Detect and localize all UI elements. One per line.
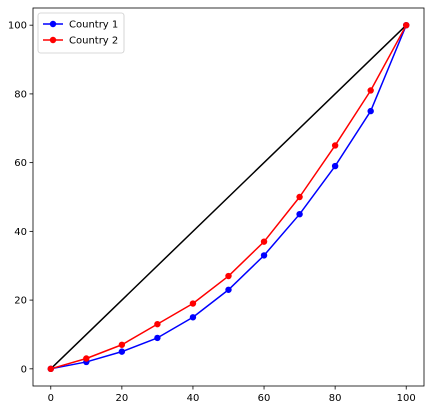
y-tick-label: 0 bbox=[21, 364, 27, 375]
data-point-country-1 bbox=[189, 314, 197, 321]
data-point-country-1 bbox=[260, 252, 268, 259]
x-tick-label: 60 bbox=[258, 393, 271, 404]
legend-box bbox=[37, 12, 125, 54]
data-point-country-1 bbox=[296, 210, 303, 218]
data-point-country-2 bbox=[367, 87, 374, 94]
axes: 0 20 40 60 80 100 0 20 40 60 80 100 bbox=[8, 7, 425, 404]
legend-label-country-1: Country 1 bbox=[69, 20, 118, 31]
data-point-country-2 bbox=[225, 272, 232, 280]
x-tick-label: 40 bbox=[187, 393, 200, 404]
data-point-country-2 bbox=[83, 355, 90, 362]
data-point-country-2 bbox=[118, 341, 126, 348]
data-point-country-2 bbox=[154, 320, 161, 328]
data-point-country-1 bbox=[331, 162, 339, 170]
y-tick-label: 20 bbox=[14, 296, 27, 307]
x-tick-label: 20 bbox=[115, 393, 128, 404]
data-point-country-2 bbox=[189, 300, 197, 307]
legend-swatch-marker-country-2 bbox=[49, 36, 57, 44]
x-tick-label: 100 bbox=[397, 393, 416, 404]
plot-area bbox=[47, 21, 410, 373]
data-point-country-1 bbox=[225, 286, 232, 293]
y-tick-label: 60 bbox=[14, 158, 27, 169]
legend-swatch-marker-country-1 bbox=[49, 20, 57, 28]
data-point-country-2 bbox=[260, 238, 268, 245]
y-tick-label: 100 bbox=[8, 21, 27, 32]
data-point-country-1 bbox=[154, 334, 161, 342]
y-tick-label: 80 bbox=[14, 89, 27, 100]
x-tick-label: 0 bbox=[48, 393, 54, 404]
equality-reference-line bbox=[50, 24, 407, 370]
x-tick-label: 80 bbox=[329, 393, 342, 404]
data-point-country-2 bbox=[331, 142, 339, 149]
legend-label-country-2: Country 2 bbox=[69, 36, 118, 47]
data-point-country-1 bbox=[367, 107, 374, 115]
data-point-country-1 bbox=[118, 348, 126, 355]
y-tick-label: 40 bbox=[14, 227, 27, 238]
data-point-country-2 bbox=[296, 193, 303, 201]
legend: Country 1 Country 2 bbox=[37, 12, 125, 54]
data-point-country-2 bbox=[403, 21, 410, 29]
axes-frame bbox=[32, 7, 425, 387]
data-point-country-2 bbox=[47, 365, 54, 373]
